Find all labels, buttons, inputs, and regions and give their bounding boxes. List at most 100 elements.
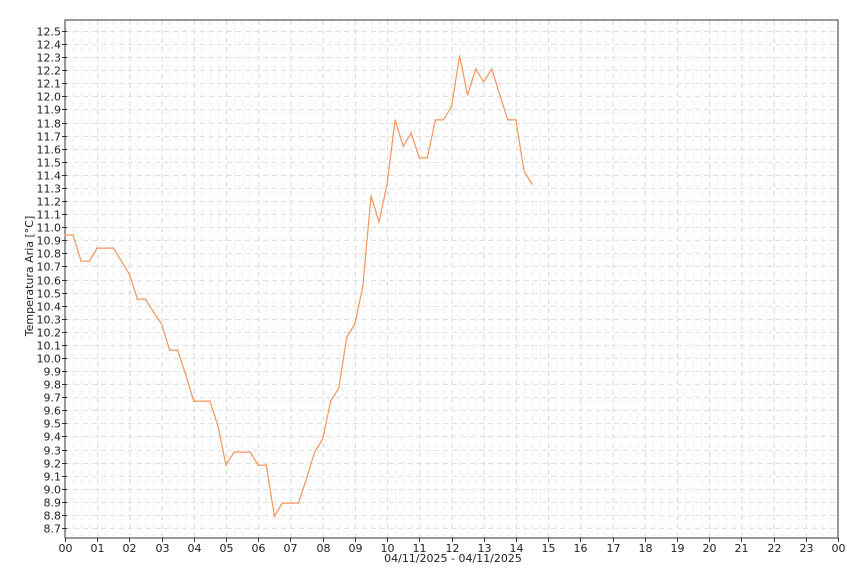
data-point — [322, 438, 324, 440]
y-tick-label: 11.7 — [37, 131, 62, 144]
x-tick-label: 04 — [188, 542, 202, 555]
data-point — [185, 374, 187, 376]
y-tick-label: 9.7 — [44, 392, 62, 405]
data-point — [362, 285, 364, 287]
data-point — [394, 119, 396, 121]
data-point — [64, 234, 66, 236]
y-tick-label: 10.8 — [37, 248, 62, 261]
plot-frame — [64, 19, 839, 539]
data-point — [370, 195, 372, 197]
data-point — [354, 323, 356, 325]
x-tick-label: 18 — [639, 542, 653, 555]
x-tick-label: 00 — [59, 542, 73, 555]
data-point — [434, 119, 436, 121]
data-point — [144, 298, 147, 300]
data-point — [249, 451, 251, 453]
y-tick-label: 11.6 — [37, 144, 62, 157]
series-line — [65, 55, 533, 518]
y-tick-label: 10.9 — [37, 235, 62, 248]
x-tick-label: 05 — [220, 542, 234, 555]
data-point — [426, 157, 428, 159]
x-tick-label: 16 — [574, 542, 588, 555]
data-point — [88, 260, 90, 262]
y-tick-label: 12.3 — [37, 52, 62, 65]
data-point — [418, 157, 420, 159]
y-tick-label: 11.3 — [37, 183, 62, 196]
data-point — [257, 464, 259, 466]
data-point — [120, 260, 122, 262]
y-tick-label: 9.3 — [44, 445, 62, 458]
y-tick-label: 10.4 — [37, 301, 62, 314]
data-point — [314, 451, 316, 453]
data-point — [531, 183, 533, 185]
y-tick-label: 8.9 — [44, 497, 62, 510]
y-tick-label: 11.0 — [37, 222, 62, 235]
data-point — [169, 349, 171, 351]
x-tick-label: 01 — [91, 542, 105, 555]
data-point — [80, 260, 82, 262]
data-point — [161, 323, 163, 325]
x-tick-label: 19 — [671, 542, 685, 555]
y-tick-label: 12.0 — [37, 91, 62, 104]
data-point — [338, 387, 340, 389]
data-point — [346, 336, 348, 338]
data-point — [136, 298, 139, 300]
data-point — [281, 502, 284, 504]
x-tick-label: 03 — [156, 542, 170, 555]
grid — [65, 20, 838, 538]
data-point — [297, 502, 300, 504]
data-point — [201, 400, 203, 402]
data-point — [241, 451, 243, 453]
x-tick-label: 02 — [123, 542, 137, 555]
data-point — [72, 234, 74, 236]
y-tick-label: 8.7 — [44, 523, 62, 536]
x-tick-label: 06 — [252, 542, 266, 555]
data-point — [289, 502, 292, 504]
data-point — [467, 94, 469, 96]
x-axis: 00 01 02 03 04 05 06 07 08 09 10 11 12 13 14 15 16 17 18 19… — [59, 538, 846, 555]
y-axis: 12.512.412.312.212.112.011.911.811.711.6… — [37, 26, 67, 536]
data-point — [330, 400, 332, 402]
data-point — [152, 311, 155, 313]
y-tick-label: 9.8 — [44, 379, 62, 392]
data-point — [507, 119, 509, 121]
data-point — [305, 477, 308, 479]
data-point — [273, 515, 275, 517]
data-point — [96, 247, 98, 249]
x-tick-label: 15 — [542, 542, 556, 555]
y-tick-label: 11.1 — [37, 209, 62, 222]
data-point — [378, 221, 380, 223]
x-tick-label: 21 — [735, 542, 749, 555]
y-tick-label: 10.1 — [37, 340, 62, 353]
x-tick-label: 14 — [510, 542, 524, 555]
data-point — [386, 183, 388, 185]
data-point — [458, 55, 461, 57]
data-point — [225, 464, 227, 466]
y-tick-label: 10.2 — [37, 327, 62, 340]
y-tick-label: 11.8 — [37, 118, 62, 131]
y-tick-label: 10.0 — [37, 353, 62, 366]
y-tick-label: 9.9 — [44, 366, 62, 379]
y-tick-label: 8.8 — [44, 510, 62, 523]
y-tick-label: 10.5 — [37, 288, 62, 301]
x-tick-label: 09 — [349, 542, 363, 555]
y-tick-label: 9.2 — [44, 458, 62, 471]
data-point — [483, 81, 485, 83]
data-point — [410, 132, 412, 134]
y-tick-label: 10.6 — [37, 275, 62, 288]
data-point — [193, 400, 195, 402]
x-tick-label: 00 — [832, 542, 846, 555]
data-point — [104, 247, 106, 249]
y-tick-label: 11.5 — [37, 157, 62, 170]
data-point — [112, 247, 114, 249]
x-tick-label: 11 — [413, 542, 427, 555]
data-point — [450, 106, 453, 108]
y-tick-label: 11.4 — [37, 170, 62, 183]
y-axis-title: Temperatura Aria [°C] — [23, 216, 36, 338]
x-tick-label: 10 — [381, 542, 395, 555]
y-tick-label: 9.5 — [44, 418, 62, 431]
y-tick-label: 9.0 — [44, 484, 62, 497]
data-point — [217, 425, 219, 427]
data-point — [177, 349, 179, 351]
